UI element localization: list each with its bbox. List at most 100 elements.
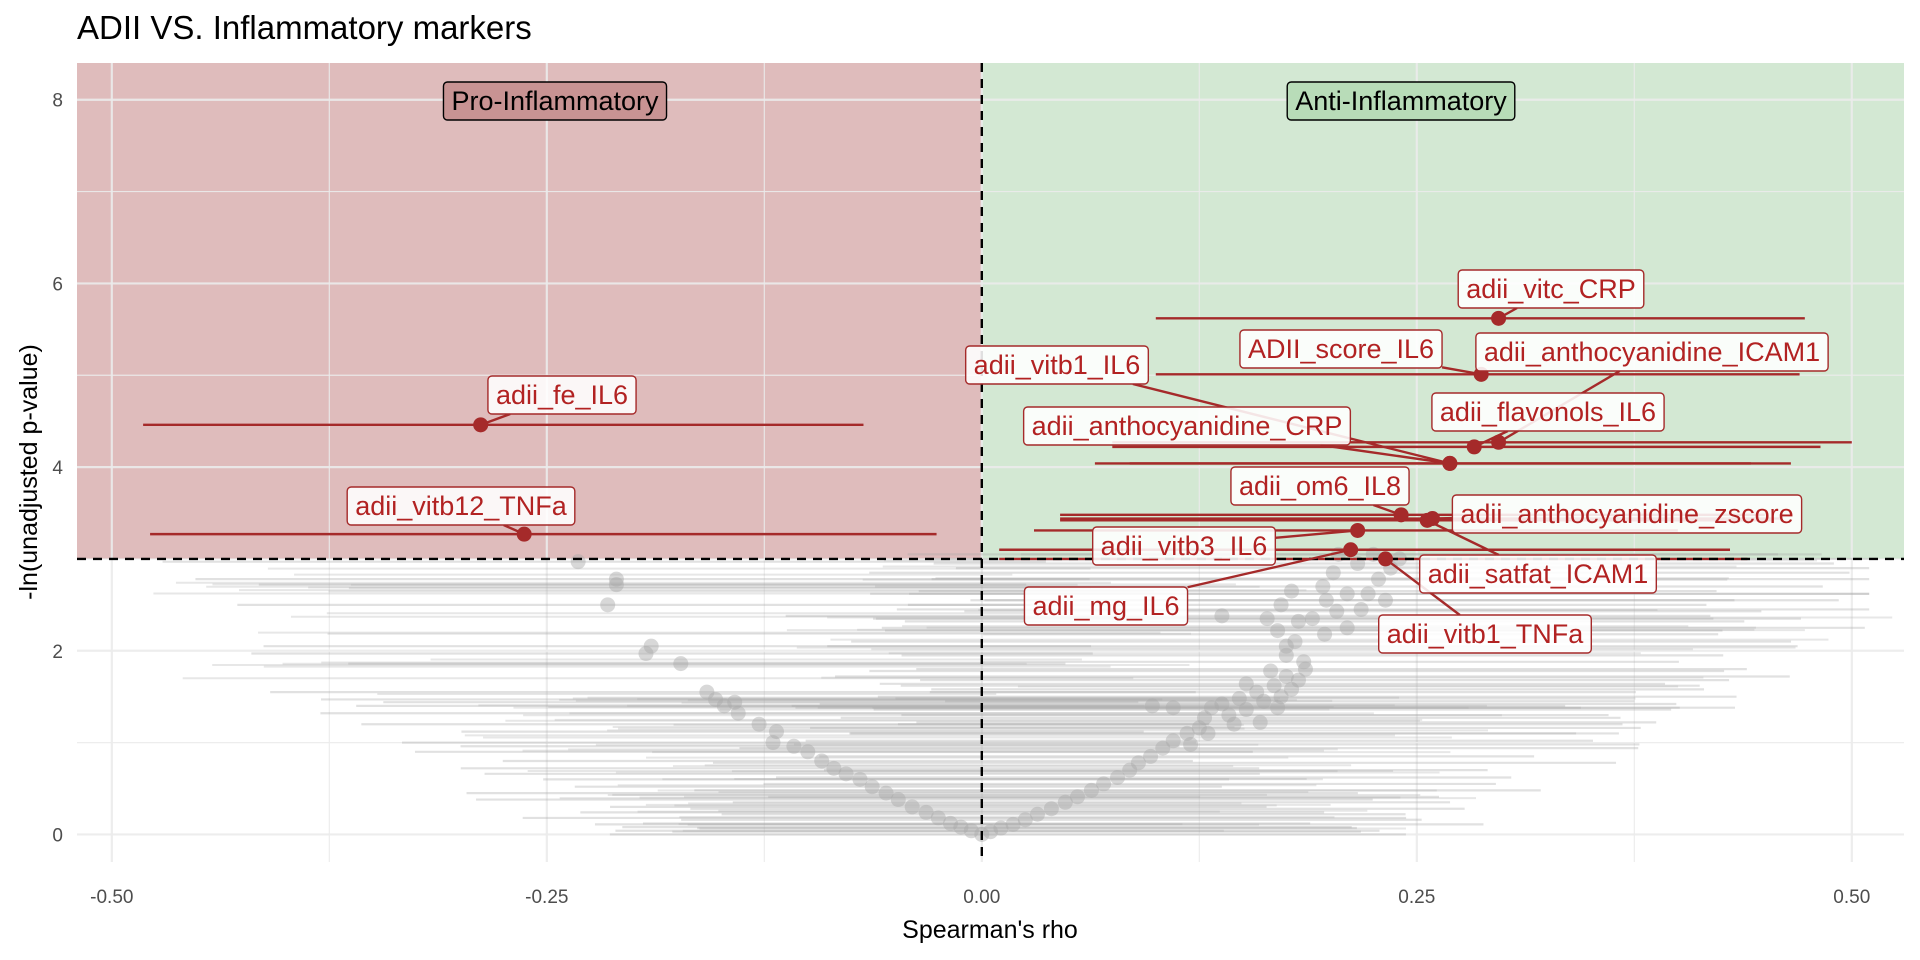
background-point (570, 554, 586, 570)
background-point (1165, 700, 1181, 716)
background-point (1273, 597, 1289, 613)
highlight-point (1491, 434, 1507, 450)
background-point (1238, 702, 1254, 718)
x-tick-label: 0.00 (963, 887, 1000, 908)
zone-pro-inflammatory (77, 63, 982, 559)
background-point (1339, 586, 1355, 602)
point-label: adii_vitb3_IL6 (1101, 531, 1268, 561)
background-point (963, 823, 979, 839)
point-label-box (1378, 614, 1592, 654)
background-point (1179, 725, 1195, 741)
background-point (1263, 663, 1279, 679)
background-point (814, 753, 830, 769)
background-point (673, 656, 689, 672)
x-tick-label: 0.50 (1833, 887, 1870, 908)
background-point (638, 646, 654, 662)
point-label-box (1239, 329, 1443, 369)
axes-layer: -0.50 -0.25 0.00 0.25 0.50 0 2 4 6 8 (52, 91, 1870, 908)
background-point (1017, 812, 1033, 828)
background-point (1297, 661, 1313, 677)
background-point (942, 815, 958, 831)
background-point (1165, 733, 1181, 749)
background-point (1214, 696, 1230, 712)
background-point (1256, 693, 1272, 709)
background-point (1183, 736, 1199, 752)
point-label-box (1431, 392, 1665, 432)
background-point (826, 760, 842, 776)
background-point (765, 735, 781, 751)
background-point (1317, 626, 1333, 642)
y-axis-title: -ln(unadjusted p-value) (15, 344, 43, 600)
background-point (983, 824, 998, 840)
background-point (727, 694, 743, 710)
background-point (1005, 816, 1021, 832)
background-point (1353, 601, 1369, 617)
background-point (1029, 806, 1045, 822)
point-label: adii_anthocyanidine_ICAM1 (1484, 337, 1820, 367)
point-label-box (964, 345, 1150, 385)
point-label-box (346, 486, 576, 526)
point-label: adii_vitc_CRP (1466, 274, 1636, 304)
highlight-point (473, 417, 489, 433)
zone-labels-layer: Pro-Inflammatory Anti-Inflammatory (442, 81, 1516, 121)
background-point (768, 724, 784, 740)
background-point (1315, 578, 1331, 594)
background-point (1278, 647, 1294, 663)
highlight-point (1491, 310, 1507, 326)
background-point (1270, 623, 1286, 639)
background-point (1221, 707, 1237, 723)
background-point (1266, 678, 1282, 694)
background-point (852, 771, 868, 787)
background-point (1203, 700, 1219, 716)
background-point (1252, 714, 1268, 730)
point-label: adii_vitb1_TNFa (1387, 619, 1585, 649)
point-label-box (1457, 269, 1645, 309)
point-label-box (1451, 494, 1803, 534)
background-point (993, 820, 1009, 836)
highlight-point (1419, 512, 1435, 528)
point-label: adii_mg_IL6 (1032, 591, 1179, 621)
background-ci-layer (153, 553, 1893, 836)
background-point (730, 705, 746, 721)
background-point (1284, 681, 1300, 697)
zones-layer (77, 63, 1904, 559)
background-point (1238, 676, 1254, 692)
highlight-point (516, 526, 532, 542)
background-point (751, 716, 767, 732)
background-point (1273, 689, 1289, 705)
background-point (1110, 770, 1126, 786)
zone-label-anti-inflammatory: Anti-Inflammatory (1295, 86, 1507, 116)
y-tick-label: 2 (52, 642, 63, 663)
highlight-point (1466, 439, 1482, 455)
background-point (1200, 725, 1216, 741)
background-point (1259, 611, 1275, 627)
highlight-point (1343, 542, 1359, 558)
point-label: adii_flavonols_IL6 (1440, 397, 1656, 427)
point-label-box (487, 375, 637, 415)
background-point (786, 738, 802, 754)
point-label-box (1091, 526, 1277, 566)
background-point (1270, 700, 1286, 716)
background-point (1325, 565, 1341, 581)
background-point (1144, 698, 1160, 714)
background-point (838, 766, 854, 782)
background-point (1143, 748, 1159, 764)
highlight-point (1393, 507, 1409, 523)
point-label-box (1023, 586, 1189, 626)
zone-label-box (1286, 81, 1516, 121)
background-point (1226, 716, 1242, 732)
background-point (1155, 740, 1171, 756)
background-point (1191, 720, 1207, 736)
zone-anti-inflammatory (981, 63, 1904, 559)
point-labels-layer: adii_vitc_CRP ADII_score_IL6 adii_anthocya… (346, 269, 1829, 654)
point-label-box (1022, 406, 1352, 446)
background-point (1360, 586, 1376, 602)
background-point (608, 571, 624, 587)
background-point (1290, 672, 1306, 688)
background-point (708, 691, 724, 707)
y-tick-label: 0 (52, 825, 63, 846)
y-tick-label: 6 (52, 274, 63, 295)
background-point (1377, 592, 1393, 608)
label-leader-line (1320, 443, 1451, 465)
